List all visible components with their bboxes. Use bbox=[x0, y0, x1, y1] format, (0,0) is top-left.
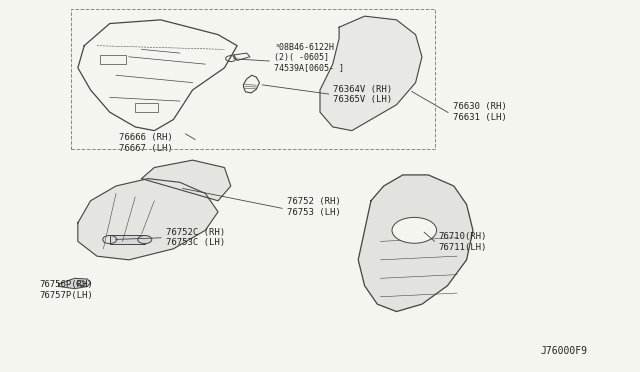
Text: J76000F9: J76000F9 bbox=[541, 346, 588, 356]
Circle shape bbox=[392, 217, 436, 243]
Polygon shape bbox=[59, 278, 91, 289]
Polygon shape bbox=[78, 179, 218, 260]
Text: 76630 (RH)
76631 (LH): 76630 (RH) 76631 (LH) bbox=[452, 102, 506, 122]
Bar bbox=[135, 103, 157, 112]
Polygon shape bbox=[141, 160, 231, 201]
Text: 76752C (RH)
76753C (LH): 76752C (RH) 76753C (LH) bbox=[166, 228, 225, 247]
Text: 76752 (RH)
76753 (LH): 76752 (RH) 76753 (LH) bbox=[287, 197, 340, 217]
Text: 76666 (RH)
76667 (LH): 76666 (RH) 76667 (LH) bbox=[119, 134, 173, 153]
Polygon shape bbox=[320, 16, 422, 131]
Bar bbox=[100, 55, 125, 64]
Text: ³08B46-6122H
(2)( -0605]
74539A[0605- ]: ³08B46-6122H (2)( -0605] 74539A[0605- ] bbox=[274, 43, 344, 73]
Circle shape bbox=[138, 235, 152, 244]
Bar bbox=[109, 235, 145, 244]
Text: 76710(RH)
76711(LH): 76710(RH) 76711(LH) bbox=[438, 232, 487, 252]
Polygon shape bbox=[358, 175, 473, 311]
Text: 76756P(RH)
76757P(LH): 76756P(RH) 76757P(LH) bbox=[40, 280, 93, 300]
Text: 76364V (RH)
76365V (LH): 76364V (RH) 76365V (LH) bbox=[333, 85, 392, 104]
